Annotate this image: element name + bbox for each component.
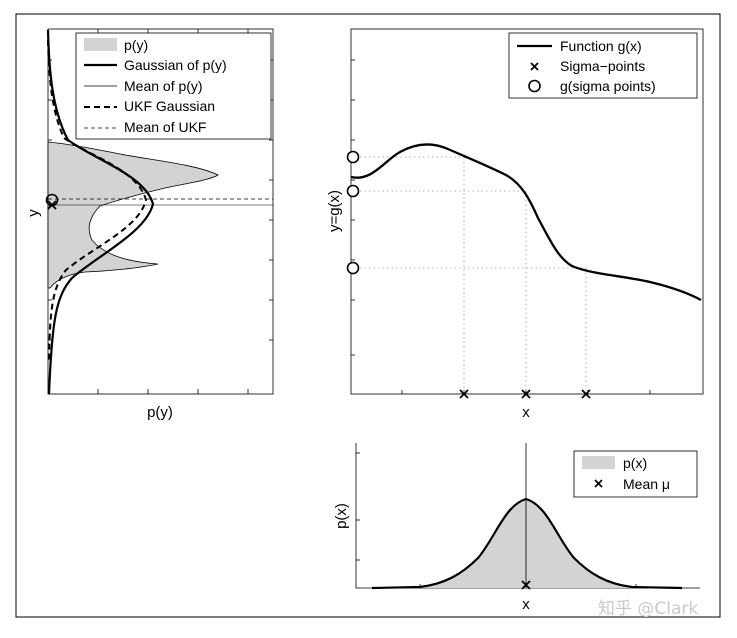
px-distribution-area [372, 499, 682, 588]
top-right-xlabel: x [522, 404, 530, 421]
legend-label-mean-ukf: Mean of UKF [124, 119, 206, 135]
legend-label-py: p(y) [124, 37, 148, 53]
top-right-ylabel: y=g(x) [326, 190, 343, 232]
legend-swatch-px [582, 456, 615, 469]
bottom-right-ylabel: p(x) [333, 503, 350, 529]
g-sigma-point-circle [346, 184, 360, 198]
gaussian-of-py-curve [46, 29, 155, 395]
legend-label-px: p(x) [623, 455, 647, 471]
legend-swatch-sigma-cross [530, 62, 539, 71]
mean-mu-cross [521, 580, 531, 590]
g-sigma-point-circles [346, 150, 360, 275]
sigma-point-cross [459, 389, 469, 399]
sigma-point-crosses [459, 389, 591, 399]
bottom-right-panel: x p(x) p(x) Mean μ [333, 443, 700, 613]
legend-label-gaussian: Gaussian of p(y) [124, 57, 227, 73]
left-xlabel: p(y) [147, 404, 173, 421]
ukf-gaussian-curve [47, 39, 148, 361]
sigma-point-cross [521, 389, 531, 399]
left-legend: p(y) Gaussian of p(y) Mean of p(y) UKF G… [75, 32, 272, 140]
function-gx-curve [350, 143, 702, 302]
legend-swatch-mean-cross [594, 479, 603, 488]
sigma-point-cross [581, 389, 591, 399]
legend-label-mean-py: Mean of p(y) [124, 78, 203, 94]
guide-lines [351, 156, 587, 394]
top-right-legend: Function g(x) Sigma−points g(sigma point… [508, 32, 698, 99]
bottom-right-xlabel: x [522, 596, 530, 613]
top-right-ticks [351, 59, 651, 394]
figure-frame [15, 13, 721, 618]
legend-label-function: Function g(x) [560, 38, 642, 54]
g-sigma-point-circle [346, 261, 360, 275]
top-right-panel: x y=g(x) Function g(x) Sigma−points g(si… [326, 28, 704, 421]
bottom-right-legend: p(x) Mean μ [573, 450, 698, 498]
legend-label-sigma: Sigma−points [560, 58, 645, 74]
legend-label-g-sigma: g(sigma points) [560, 78, 656, 94]
left-panel: p(y) y p(y) Gaussian of p(y) Mean of p(y… [25, 28, 274, 421]
legend-label-ukf-gaussian: UKF Gaussian [124, 98, 215, 114]
legend-label-mean-mu: Mean μ [623, 476, 670, 492]
legend-swatch-g-sigma-circle [528, 79, 541, 93]
ukf-mean-cross-marker [47, 200, 57, 210]
py-distribution-area [47, 141, 219, 289]
legend-swatch-py [84, 38, 117, 51]
watermark: 知乎 @Clark [598, 599, 698, 619]
g-sigma-point-circle [346, 150, 360, 164]
left-ylabel: y [25, 209, 42, 217]
